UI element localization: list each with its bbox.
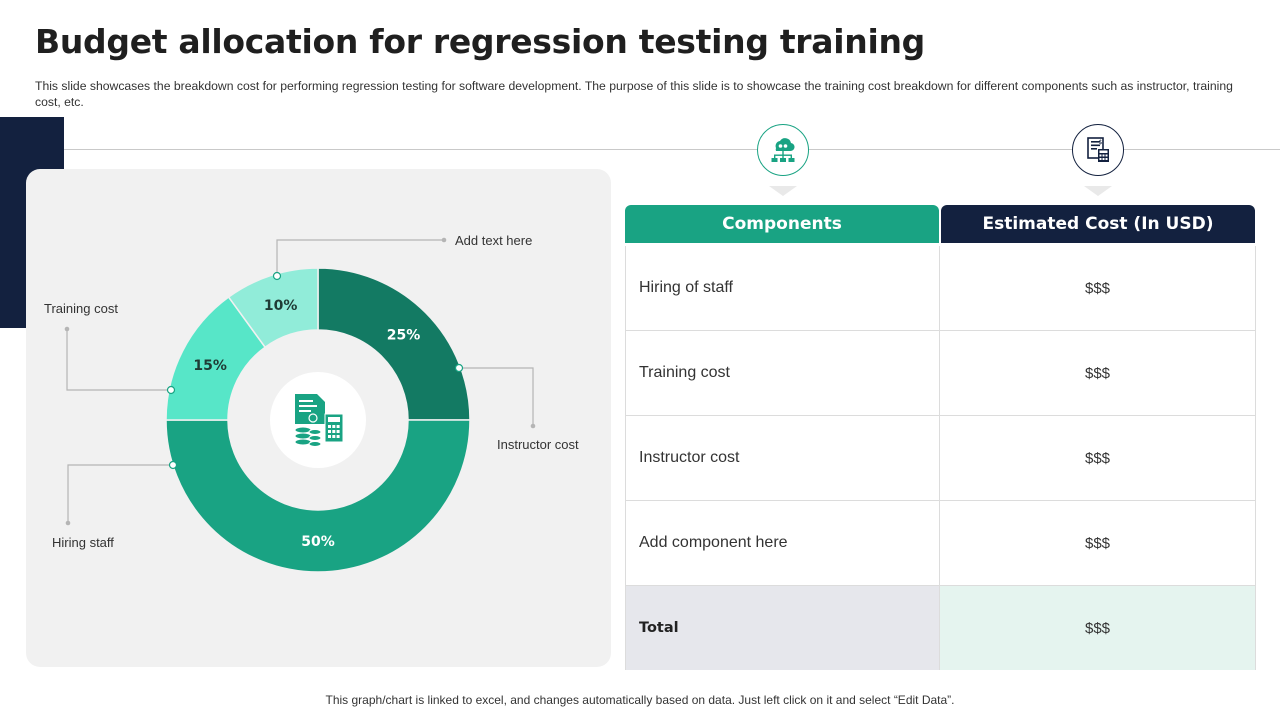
cost-cell: $$$ (940, 416, 1256, 500)
leader-dot (166, 385, 176, 395)
leader-end-dot (65, 520, 71, 526)
page-subtitle: This slide showcases the breakdown cost … (35, 79, 1233, 109)
table-row: Instructor cost $$$ (625, 416, 1256, 501)
slice-percent-label: 10% (264, 298, 298, 314)
component-cell: Hiring of staff (625, 246, 940, 330)
component-cell: Instructor cost (625, 416, 940, 500)
svg-text:$: $ (1099, 139, 1103, 146)
slice-category-label: Hiring staff (52, 535, 114, 550)
total-cost: $$$ (940, 586, 1256, 670)
donut-slice[interactable] (317, 267, 471, 421)
pointer-triangle (769, 186, 797, 196)
cost-cell: $$$ (940, 246, 1256, 330)
chart-panel: 25% Instructor cost 50% Hiring staff 15% Trai… (26, 169, 611, 667)
page-title: Budget allocation for regression testing… (35, 22, 925, 61)
invoice-calculator-icon: $ (1072, 124, 1124, 176)
donut-slice[interactable] (227, 267, 319, 349)
leader-end-dot (64, 326, 70, 332)
leader-end-dot (441, 237, 447, 243)
slice-percent-label: 15% (193, 358, 227, 374)
cost-table: Hiring of staff $$$ Training cost $$$ In… (625, 246, 1256, 670)
pointer-triangle (1084, 186, 1112, 196)
slice-percent-label: 50% (301, 534, 335, 550)
table-row: Hiring of staff $$$ (625, 246, 1256, 331)
leader-dot (272, 271, 282, 281)
leader-line (66, 329, 171, 391)
total-label: Total (625, 586, 940, 670)
table-row: Training cost $$$ (625, 331, 1256, 416)
total-row: Total $$$ (625, 586, 1256, 670)
budget-calculator-icon (294, 394, 344, 447)
header-estimated-cost: Estimated Cost (In USD) (941, 205, 1255, 243)
leader-line (459, 367, 534, 426)
leader-dot (168, 460, 178, 470)
cloud-network-icon (757, 124, 809, 176)
footnote: This graph/chart is linked to excel, and… (325, 693, 955, 707)
leader-line (67, 464, 173, 523)
component-cell: Training cost (625, 331, 940, 415)
slice-category-label: Instructor cost (497, 437, 579, 452)
slice-category-label: Add text here (455, 233, 532, 248)
slice-percent-label: 25% (387, 327, 421, 343)
cost-cell: $$$ (940, 331, 1256, 415)
leader-dot (454, 363, 464, 373)
donut-slice[interactable] (165, 419, 471, 573)
component-cell: Add component here (625, 501, 940, 585)
header-components: Components (625, 205, 939, 243)
leader-line (276, 239, 444, 276)
divider-line (64, 149, 1280, 150)
table-row: Add component here $$$ (625, 501, 1256, 586)
donut-chart[interactable]: 25% Instructor cost 50% Hiring staff 15% Trai… (26, 169, 611, 667)
cost-cell: $$$ (940, 501, 1256, 585)
leader-end-dot (530, 423, 536, 429)
slice-category-label: Training cost (44, 301, 118, 316)
